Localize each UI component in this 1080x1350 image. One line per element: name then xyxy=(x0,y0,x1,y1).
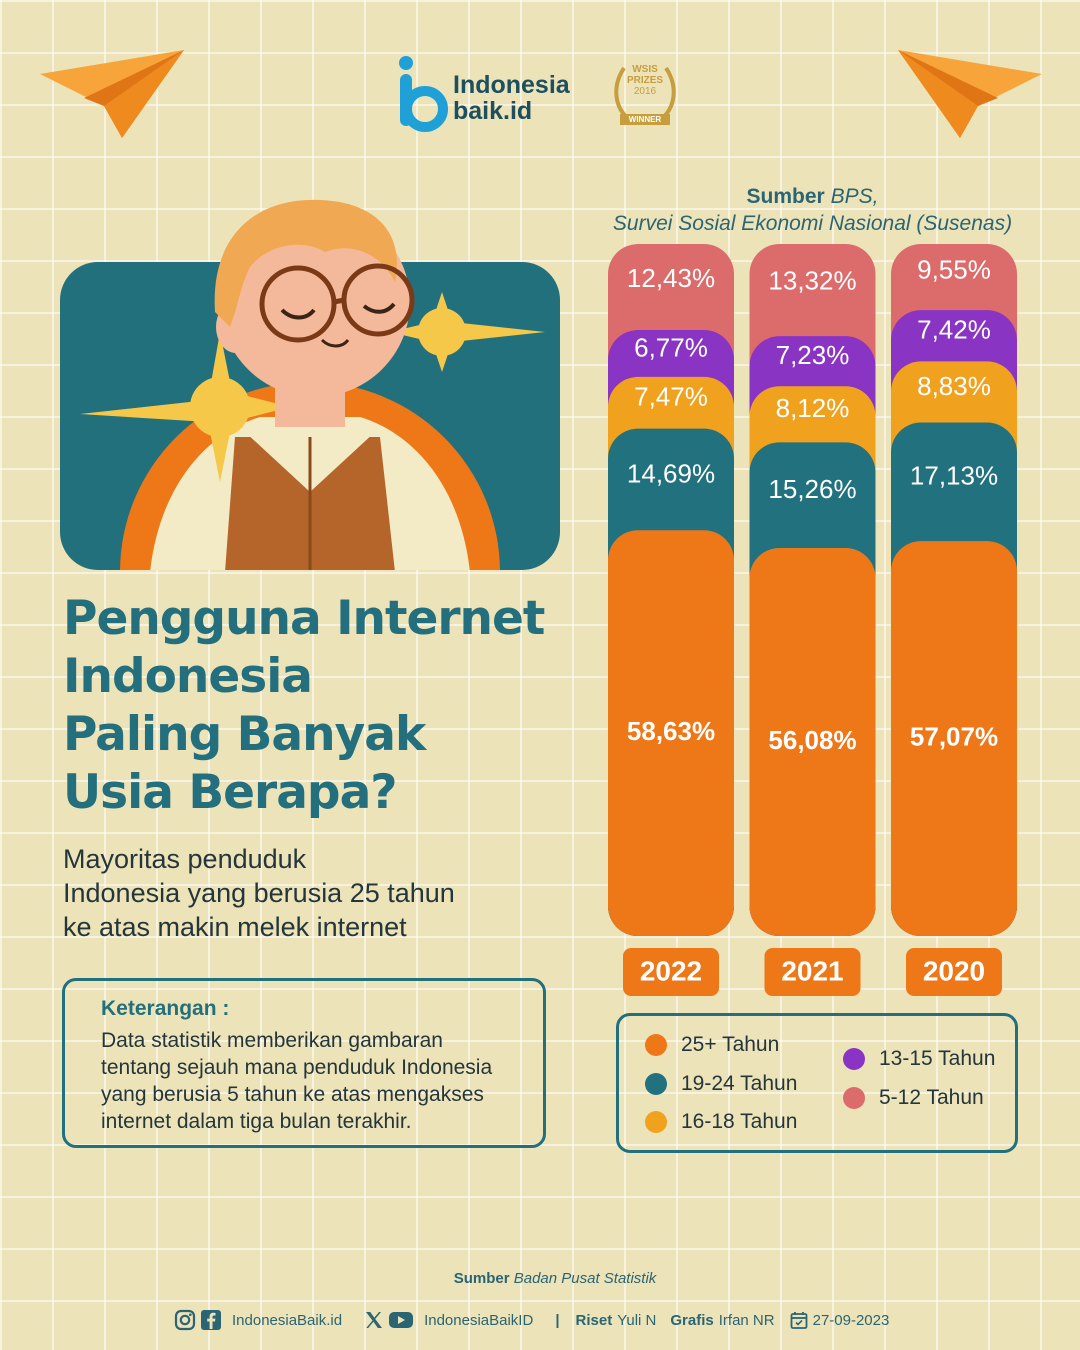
title-line2: Indonesia xyxy=(63,649,313,704)
bar-label-2020-25-tahun: 57,07% xyxy=(910,721,998,751)
bar-segment-2021-25-tahun xyxy=(749,547,876,936)
legend-label: 5-12 Tahun xyxy=(879,1086,984,1109)
footer-separator: | xyxy=(555,1311,560,1329)
year-label-2020: 2020 xyxy=(923,955,985,986)
bar-label-2020-19-24-tahun: 17,13% xyxy=(910,461,998,491)
legend-dot-icon xyxy=(843,1087,865,1109)
legend-label: 19-24 Tahun xyxy=(681,1072,798,1095)
legend-label: 16-18 Tahun xyxy=(681,1110,798,1133)
legend-item-5-12: 5-12 Tahun xyxy=(843,1086,984,1110)
legend-label: 25+ Tahun xyxy=(681,1033,780,1056)
legend-label: 13-15 Tahun xyxy=(879,1047,996,1070)
laurel-icon xyxy=(614,66,676,125)
title-line1: Pengguna Internet xyxy=(63,591,545,646)
source-label: Sumber xyxy=(746,185,825,208)
bar-label-2020-13-15-tahun: 7,42% xyxy=(917,315,991,345)
note-line1: Data statistik memberikan gambaran xyxy=(101,1029,443,1052)
note-line2: tentang sejauh mana penduduk Indonesia xyxy=(101,1056,493,1079)
source-survey: Survei Sosial Ekonomi Nasional (Susenas) xyxy=(612,212,1013,235)
legend-item-25-plus: 25+ Tahun xyxy=(645,1033,779,1057)
bar-label-2020-5-12-tahun: 9,55% xyxy=(917,255,991,285)
wsis-award-badge: WSIS PRIZES 2016 WINNER xyxy=(610,56,680,128)
paper-plane-left xyxy=(40,50,184,138)
footer-credits: IndonesiaBaik.id IndonesiaBaikID | Riset… xyxy=(174,1306,903,1334)
bar-label-2022-16-18-tahun: 7,47% xyxy=(634,382,708,412)
character-illustration xyxy=(60,199,560,570)
brand-line2: baik.id xyxy=(453,97,533,125)
bar-label-2021-16-18-tahun: 8,12% xyxy=(776,393,850,423)
brand-line1: Indonesia xyxy=(453,71,570,99)
note-line3: yang berusia 5 tahun ke atas mengakses xyxy=(101,1083,484,1106)
note-line4: internet dalam tiga bulan terakhir. xyxy=(101,1110,412,1133)
title-line4: Usia Berapa? xyxy=(63,765,398,820)
footer-source: Sumber Badan Pusat Statistik xyxy=(0,1270,1080,1287)
footer-date: 27-09-2023 xyxy=(812,1311,890,1329)
note-body: Data statistik memberikan gambaran tenta… xyxy=(101,1027,531,1135)
footer-handle-1[interactable]: IndonesiaBaik.id xyxy=(232,1311,343,1329)
brand-mark-icon xyxy=(399,56,448,132)
subtitle-line2: Indonesia yang berusia 25 tahun xyxy=(63,878,455,908)
legend-dot-icon xyxy=(645,1073,667,1095)
footer-source-label: Sumber xyxy=(453,1270,510,1287)
grafis-label: Grafis xyxy=(670,1311,714,1329)
legend-dot-icon xyxy=(645,1111,667,1133)
instagram-icon[interactable] xyxy=(174,1309,196,1331)
chart-source: Sumber BPS, Survei Sosial Ekonomi Nasion… xyxy=(590,183,1035,237)
subtitle-line3: ke atas makin melek internet xyxy=(63,912,407,942)
title-line3: Paling Banyak xyxy=(63,707,426,762)
riset-label: Riset xyxy=(575,1311,613,1329)
footer-source-org: Badan Pusat Statistik xyxy=(513,1270,657,1287)
paper-plane-right xyxy=(898,50,1042,138)
calendar-icon xyxy=(789,1310,809,1330)
year-badge-2020 xyxy=(906,948,1002,996)
legend-dot-icon xyxy=(843,1048,865,1070)
bar-label-2020-16-18-tahun: 8,83% xyxy=(917,371,991,401)
legend-dot-icon xyxy=(645,1034,667,1056)
bar-label-2021-25-tahun: 56,08% xyxy=(768,725,856,755)
year-badge-2022 xyxy=(623,948,719,996)
year-badge-2021 xyxy=(764,948,861,996)
bar-label-2021-5-12-tahun: 13,32% xyxy=(768,266,856,296)
riset-name: Yuli N xyxy=(617,1311,657,1329)
page-subtitle: Mayoritas penduduk Indonesia yang berusi… xyxy=(63,842,503,944)
bar-label-2021-13-15-tahun: 7,23% xyxy=(776,340,850,370)
award-line2: PRIZES xyxy=(626,75,664,86)
brand-name: Indonesia baik.id xyxy=(453,72,570,124)
bar-label-2022-13-15-tahun: 6,77% xyxy=(634,332,708,362)
bar-label-2022-25-tahun: 58,63% xyxy=(627,716,715,746)
note-title: Keterangan : xyxy=(101,997,230,1020)
x-twitter-icon[interactable] xyxy=(364,1310,384,1330)
bar-label-2022-19-24-tahun: 14,69% xyxy=(627,458,715,488)
legend-item-13-15: 13-15 Tahun xyxy=(843,1047,995,1071)
grafis-name: Irfan NR xyxy=(718,1311,775,1329)
stacked-bar-chart: 58,63% 14,69% 7,47% 6,77% 12,43% 2022 56,08% 15… xyxy=(608,244,1017,996)
bar-label-2022-5-12-tahun: 12,43% xyxy=(627,263,715,293)
page-title: Pengguna Internet Indonesia Paling Banya… xyxy=(63,590,583,822)
footer-handle-2[interactable]: IndonesiaBaikID xyxy=(424,1311,534,1329)
subtitle-line1: Mayoritas penduduk xyxy=(63,844,307,874)
bar-segment-2020-25-tahun xyxy=(891,541,1017,936)
bar-label-2021-19-24-tahun: 15,26% xyxy=(768,474,856,504)
legend-item-19-24: 19-24 Tahun xyxy=(645,1072,797,1096)
bar-segment-2022-25-tahun xyxy=(608,530,734,936)
youtube-icon[interactable] xyxy=(388,1310,414,1330)
source-org: BPS, xyxy=(830,185,879,208)
legend-item-16-18: 16-18 Tahun xyxy=(645,1110,797,1134)
award-line1: WSIS xyxy=(632,64,658,75)
year-label-2021: 2021 xyxy=(781,955,843,986)
note-box: Keterangan : Data statistik memberikan g… xyxy=(62,978,546,1148)
chart-legend: 25+ Tahun 19-24 Tahun 16-18 Tahun 13-15 … xyxy=(616,1013,1018,1153)
brand-logo: Indonesia baik.id WSIS PRIZES 2016 WINNE… xyxy=(395,46,685,136)
award-ribbon: WINNER xyxy=(628,115,662,124)
award-line3: 2016 xyxy=(633,86,657,97)
year-label-2022: 2022 xyxy=(640,955,702,986)
facebook-icon[interactable] xyxy=(200,1309,222,1331)
